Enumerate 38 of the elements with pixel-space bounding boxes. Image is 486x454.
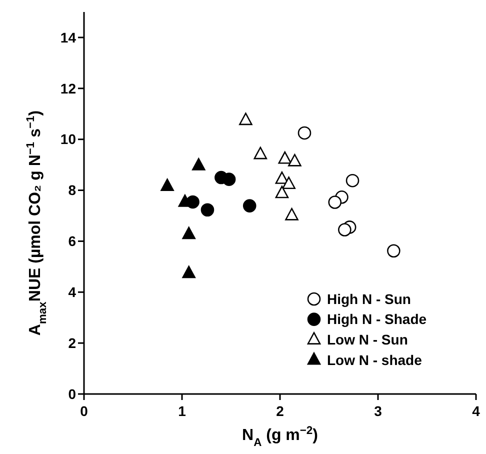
point [182,266,196,278]
point [182,226,196,240]
y-tick-label: 8 [68,182,76,198]
x-tick-label: 2 [276,403,284,419]
point [160,178,174,192]
legend-label: High N - Shade [327,311,427,328]
point [282,176,296,190]
y-tick-label: 12 [60,80,76,96]
y-tick-label: 14 [60,29,76,46]
point [254,146,268,160]
legend-label: High N - Sun [327,290,411,307]
x-tick-label: 0 [80,403,88,419]
point [288,154,302,166]
point [200,203,214,217]
point [242,199,256,212]
point [387,244,400,258]
y-tick-label: 6 [68,233,76,250]
y-tick-label: 4 [68,284,76,300]
point [275,186,289,198]
point [278,151,292,164]
point [298,126,312,140]
x-tick-label: 4 [472,403,480,419]
y-tick-label: 2 [68,334,76,351]
x-axis-title: N$_{A}$ (g m$^{−2}$) [242,425,318,449]
x-tick-label: 3 [374,403,382,419]
legend-label: Low N - shade [327,352,422,368]
x-tick-label: 1 [178,403,186,419]
point [338,223,352,236]
point [328,196,342,209]
point [192,158,206,170]
y-tick-label: 0 [68,386,76,402]
point [222,172,236,186]
point [275,172,289,184]
legend-label: Low N - Sun [327,332,408,348]
point [285,208,298,220]
point [346,174,360,188]
y-tick-label: 10 [60,131,76,148]
point [239,112,252,126]
